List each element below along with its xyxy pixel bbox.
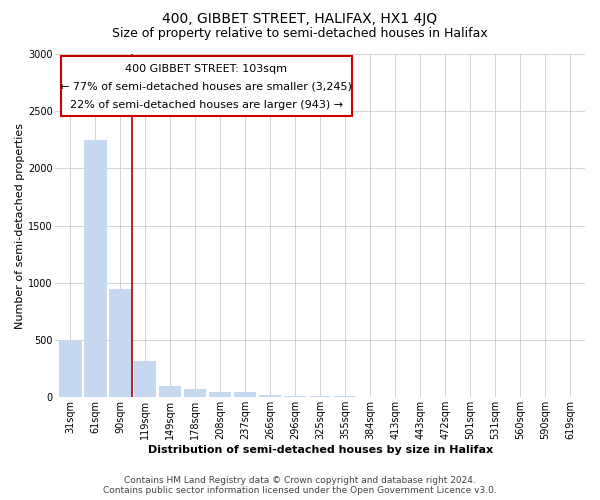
Text: 22% of semi-detached houses are larger (943) →: 22% of semi-detached houses are larger (…: [70, 100, 343, 110]
Bar: [284, 396, 307, 398]
Bar: [84, 140, 107, 398]
Text: 400, GIBBET STREET, HALIFAX, HX1 4JQ: 400, GIBBET STREET, HALIFAX, HX1 4JQ: [163, 12, 437, 26]
Bar: [334, 396, 356, 398]
Bar: [309, 396, 331, 398]
Text: Contains HM Land Registry data © Crown copyright and database right 2024.
Contai: Contains HM Land Registry data © Crown c…: [103, 476, 497, 495]
Bar: [109, 290, 131, 398]
Bar: [159, 386, 181, 398]
Text: Size of property relative to semi-detached houses in Halifax: Size of property relative to semi-detach…: [112, 28, 488, 40]
Y-axis label: Number of semi-detached properties: Number of semi-detached properties: [15, 122, 25, 328]
Text: ← 77% of semi-detached houses are smaller (3,245): ← 77% of semi-detached houses are smalle…: [61, 82, 352, 92]
Bar: [259, 395, 281, 398]
Bar: [59, 340, 82, 398]
Bar: [234, 392, 256, 398]
Text: 400 GIBBET STREET: 103sqm: 400 GIBBET STREET: 103sqm: [125, 64, 287, 74]
Bar: [134, 360, 157, 398]
X-axis label: Distribution of semi-detached houses by size in Halifax: Distribution of semi-detached houses by …: [148, 445, 493, 455]
Bar: [184, 390, 206, 398]
Bar: [209, 392, 232, 398]
FancyBboxPatch shape: [61, 56, 352, 116]
